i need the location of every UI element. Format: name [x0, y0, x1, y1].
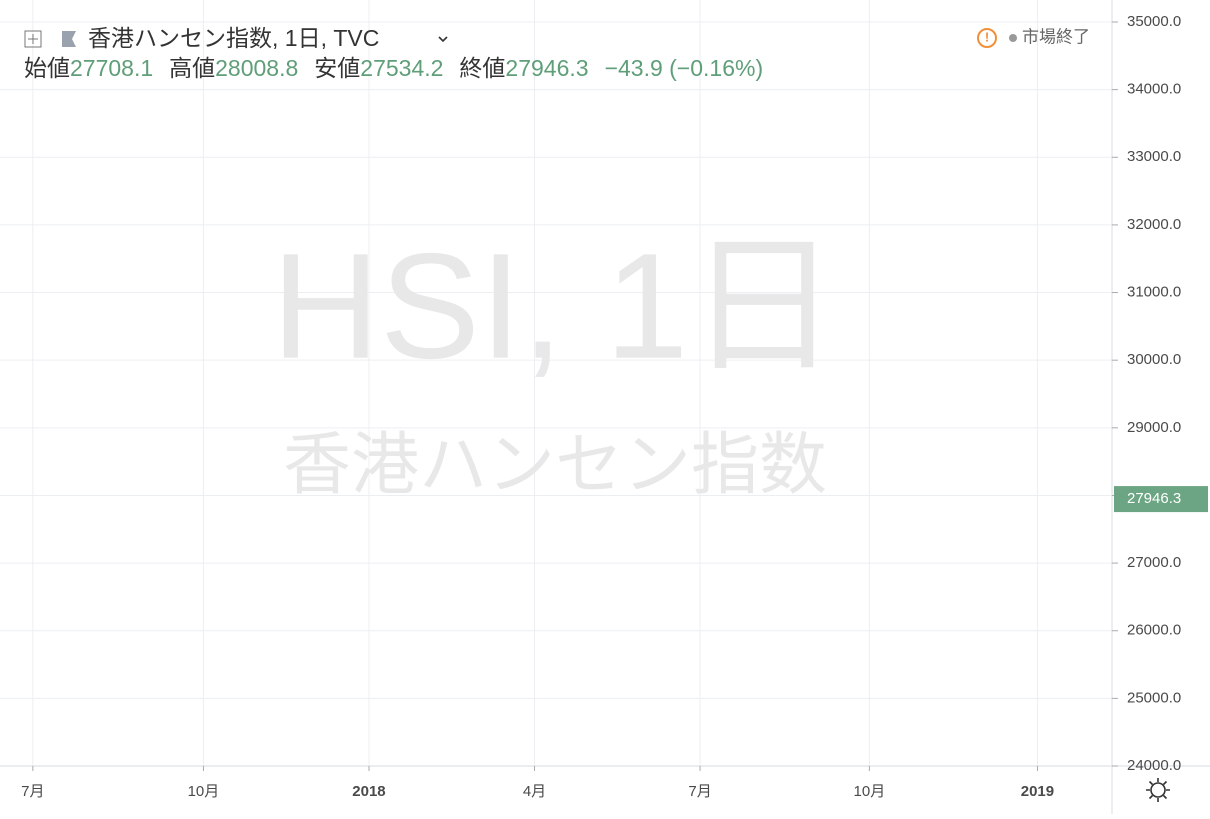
- y-tick-label: 34000.0: [1127, 81, 1181, 98]
- y-tick-label: 26000.0: [1127, 622, 1181, 639]
- y-tick-label: 29000.0: [1127, 419, 1181, 436]
- y-tick-label: 31000.0: [1127, 284, 1181, 301]
- x-tick-label: 4月: [523, 783, 546, 800]
- add-icon[interactable]: [24, 30, 42, 48]
- legend-value: 28008.8: [215, 55, 298, 81]
- settings-icon[interactable]: [1146, 778, 1170, 802]
- legend-value: 27946.3: [505, 55, 588, 81]
- legend-label: 始値: [24, 55, 70, 81]
- y-tick-label: 24000.0: [1127, 757, 1181, 774]
- y-tick-label: 27000.0: [1127, 554, 1181, 571]
- header: 香港ハンセン指数, 1日, TVC 始値27708.1 高値28008.8 安値27…: [24, 25, 1090, 81]
- x-tick-label: 7月: [21, 783, 44, 800]
- x-tick-label: 2018: [352, 783, 385, 800]
- x-tick-label: 7月: [688, 783, 711, 800]
- status-dot: [1009, 34, 1017, 42]
- gear: [1150, 782, 1166, 798]
- x-tick-label: 10月: [188, 783, 220, 800]
- y-tick-label: 32000.0: [1127, 216, 1181, 233]
- x-tick-label: 10月: [854, 783, 886, 800]
- y-tick-label: 35000.0: [1127, 13, 1181, 30]
- ohlc-legend: 始値27708.1 高値28008.8 安値27534.2 終値27946.3 −43.…: [24, 55, 763, 81]
- add-icon-plus: [28, 34, 38, 44]
- flag-icon[interactable]: [62, 31, 76, 47]
- market-status: 市場終了: [1022, 27, 1090, 46]
- axes: 24000.025000.026000.027000.028000.029000…: [21, 13, 1208, 800]
- watermark: HSI, 1日 香港ハンセン指数: [272, 222, 839, 503]
- legend-value: 27708.1: [70, 55, 153, 81]
- legend-label: 安値: [314, 55, 360, 81]
- legend-label: 高値: [169, 55, 215, 81]
- warning-icon[interactable]: [977, 28, 997, 48]
- last-price-label: 27946.3: [1127, 490, 1181, 507]
- last-price-badge: [1114, 486, 1208, 513]
- x-tick-label: 2019: [1021, 783, 1054, 800]
- y-tick-label: 30000.0: [1127, 351, 1181, 368]
- legend-label: 終値: [459, 55, 505, 81]
- dropdown-caret[interactable]: [438, 36, 448, 43]
- y-tick-label: 25000.0: [1127, 689, 1181, 706]
- gear-teeth: [1146, 778, 1170, 802]
- grid: [0, 0, 1112, 767]
- watermark-sub: 香港ハンセン指数: [283, 427, 827, 503]
- y-tick-label: 33000.0: [1127, 148, 1181, 165]
- watermark-text: HSI, 1日: [272, 222, 839, 390]
- legend-value: 27534.2: [360, 55, 443, 81]
- symbol-title[interactable]: 香港ハンセン指数, 1日, TVC: [88, 25, 379, 51]
- warning-mark: !: [985, 29, 989, 44]
- legend-change: −43.9 (−0.16%): [605, 55, 764, 81]
